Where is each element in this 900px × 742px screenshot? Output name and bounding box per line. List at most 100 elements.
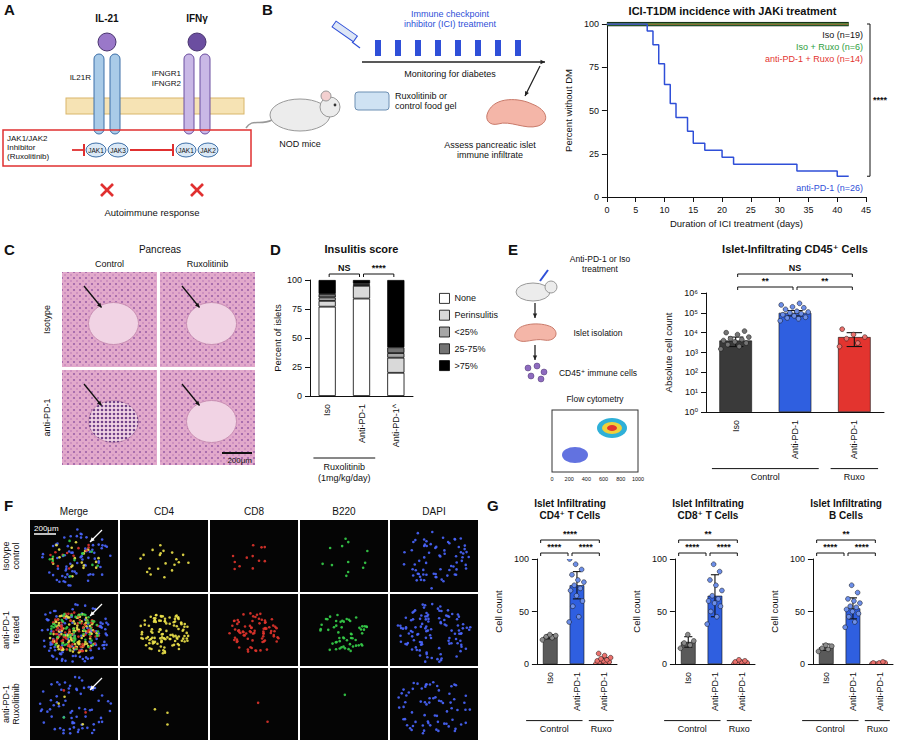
svg-text:25-75%: 25-75%	[454, 344, 485, 354]
svg-text:Percent without DM: Percent without DM	[563, 69, 574, 152]
svg-text:****: ****	[579, 542, 594, 552]
svg-text:B220: B220	[332, 506, 356, 517]
svg-text:Ruxolitinib orcontrol food gel: Ruxolitinib orcontrol food gel	[395, 91, 457, 111]
svg-text:(1mg/kg/day): (1mg/kg/day)	[318, 473, 371, 483]
svg-text:Iso: Iso	[821, 672, 831, 684]
svg-text:Cell count: Cell count	[769, 590, 780, 633]
svg-text:Anti-PD-1: Anti-PD-1	[710, 672, 720, 711]
svg-text:Autoimmune response: Autoimmune response	[104, 207, 199, 218]
svg-text:Control: Control	[816, 724, 845, 734]
svg-text:10⁵: 10⁵	[684, 308, 698, 318]
svg-text:400: 400	[582, 476, 591, 482]
svg-text:10⁰: 10⁰	[684, 407, 698, 417]
svg-text:200μm: 200μm	[227, 456, 252, 465]
svg-text:F: F	[4, 497, 13, 514]
svg-text:10⁴: 10⁴	[684, 328, 698, 338]
svg-text:Anti-PD-1 or Isotreatment: Anti-PD-1 or Isotreatment	[570, 254, 631, 274]
svg-text:D: D	[270, 241, 281, 258]
svg-text:Insulitis score: Insulitis score	[325, 243, 399, 255]
svg-text:Monitoring for diabetes: Monitoring for diabetes	[404, 69, 496, 79]
svg-text:50: 50	[292, 333, 302, 343]
svg-text:IFNGR1: IFNGR1	[152, 69, 182, 78]
svg-text:E: E	[508, 241, 518, 258]
svg-text:DAPI: DAPI	[422, 506, 445, 517]
svg-text:C: C	[4, 241, 15, 258]
svg-text:100: 100	[287, 275, 302, 285]
svg-text:Iso: Iso	[731, 420, 741, 432]
svg-text:Absolute cell count: Absolute cell count	[663, 312, 674, 392]
svg-text:IFNγ: IFNγ	[186, 13, 208, 24]
svg-text:****: ****	[372, 263, 387, 273]
svg-text:800: 800	[616, 476, 625, 482]
svg-text:JAK3: JAK3	[110, 147, 126, 154]
svg-text:****: ****	[873, 95, 888, 105]
svg-text:Isotypecontrol: Isotypecontrol	[1, 541, 21, 570]
svg-text:50: 50	[589, 106, 599, 116]
svg-text:****: ****	[823, 542, 838, 552]
svg-text:10²: 10²	[685, 367, 698, 377]
svg-text:15: 15	[688, 205, 698, 215]
svg-text:JAK1: JAK1	[178, 147, 194, 154]
svg-text:Anti-PD-1: Anti-PD-1	[875, 672, 885, 711]
svg-text:****: ****	[717, 542, 732, 552]
svg-text:A: A	[4, 1, 15, 18]
svg-text:10¹: 10¹	[685, 387, 698, 397]
svg-text:Pancreas: Pancreas	[139, 244, 181, 255]
svg-text:JAK1/JAK2Inhibitor(Ruxolitinib: JAK1/JAK2Inhibitor(Ruxolitinib)	[7, 134, 50, 161]
svg-text:0: 0	[594, 192, 599, 202]
svg-text:Iso: Iso	[545, 672, 555, 684]
svg-text:NOD mice: NOD mice	[279, 139, 321, 149]
svg-text:**: **	[821, 276, 829, 286]
svg-text:Islet isolation: Islet isolation	[573, 328, 622, 338]
svg-text:Percent of islets: Percent of islets	[272, 304, 283, 372]
svg-text:****: ****	[685, 542, 700, 552]
svg-text:****: ****	[547, 542, 562, 552]
svg-text:NS: NS	[789, 263, 802, 273]
svg-text:Ruxolitinib: Ruxolitinib	[324, 462, 366, 472]
svg-text:Anti-PD-1: Anti-PD-1	[737, 672, 747, 711]
svg-text:G: G	[487, 497, 499, 514]
svg-text:100: 100	[584, 19, 599, 29]
svg-text:0: 0	[604, 205, 609, 215]
svg-text:Perinsulitis: Perinsulitis	[454, 310, 498, 320]
svg-text:CD8: CD8	[244, 506, 264, 517]
svg-text:50: 50	[657, 607, 667, 617]
svg-text:anti-PD-1 + Ruxo (n=14): anti-PD-1 + Ruxo (n=14)	[765, 54, 863, 64]
svg-text:B Cells: B Cells	[829, 510, 863, 521]
svg-text:CD8⁺ T Cells: CD8⁺ T Cells	[678, 510, 739, 521]
svg-text:10⁶: 10⁶	[684, 288, 698, 298]
svg-text:0: 0	[297, 391, 302, 401]
svg-text:35: 35	[803, 205, 813, 215]
svg-text:Anti-PD-1: Anti-PD-1	[357, 404, 367, 443]
svg-text:anti-PD-1treated: anti-PD-1treated	[1, 611, 21, 649]
svg-text:****: ****	[563, 529, 578, 539]
svg-text:anti-PD-1Ruxolitinib: anti-PD-1Ruxolitinib	[1, 683, 21, 725]
svg-text:100: 100	[514, 554, 529, 564]
svg-text:Ruxo: Ruxo	[844, 472, 865, 482]
svg-text:Control: Control	[751, 472, 780, 482]
svg-text:None: None	[454, 293, 476, 303]
svg-text:Cell count: Cell count	[493, 590, 504, 633]
svg-text:**: **	[762, 276, 770, 286]
svg-text:IL-21: IL-21	[95, 13, 119, 24]
svg-text:Islet-Infiltrating CD45⁺ Cells: Islet-Infiltrating CD45⁺ Cells	[722, 243, 868, 255]
svg-text:>75%: >75%	[454, 361, 477, 371]
svg-text:B: B	[262, 1, 273, 18]
svg-text:ICI-T1DM incidence with JAKi t: ICI-T1DM incidence with JAKi treatment	[629, 5, 837, 17]
svg-text:<25%: <25%	[454, 327, 477, 337]
svg-text:75: 75	[292, 304, 302, 314]
svg-text:JAK1: JAK1	[88, 147, 104, 154]
svg-text:Iso + Ruxo (n=6): Iso + Ruxo (n=6)	[796, 42, 863, 52]
svg-text:50: 50	[795, 607, 805, 617]
svg-text:0: 0	[800, 659, 805, 669]
svg-text:25: 25	[292, 362, 302, 372]
svg-text:25: 25	[589, 149, 599, 159]
svg-text:Anti-PD-1: Anti-PD-1	[790, 420, 800, 459]
svg-text:Islet Infiltrating: Islet Infiltrating	[672, 498, 744, 509]
svg-text:IFNGR2: IFNGR2	[152, 79, 182, 88]
svg-text:Anti-PD-1: Anti-PD-1	[599, 672, 609, 711]
svg-text:Ruxo: Ruxo	[591, 724, 612, 734]
svg-text:Control: Control	[95, 259, 124, 269]
svg-text:**: **	[842, 529, 850, 539]
svg-text:**: **	[704, 529, 712, 539]
